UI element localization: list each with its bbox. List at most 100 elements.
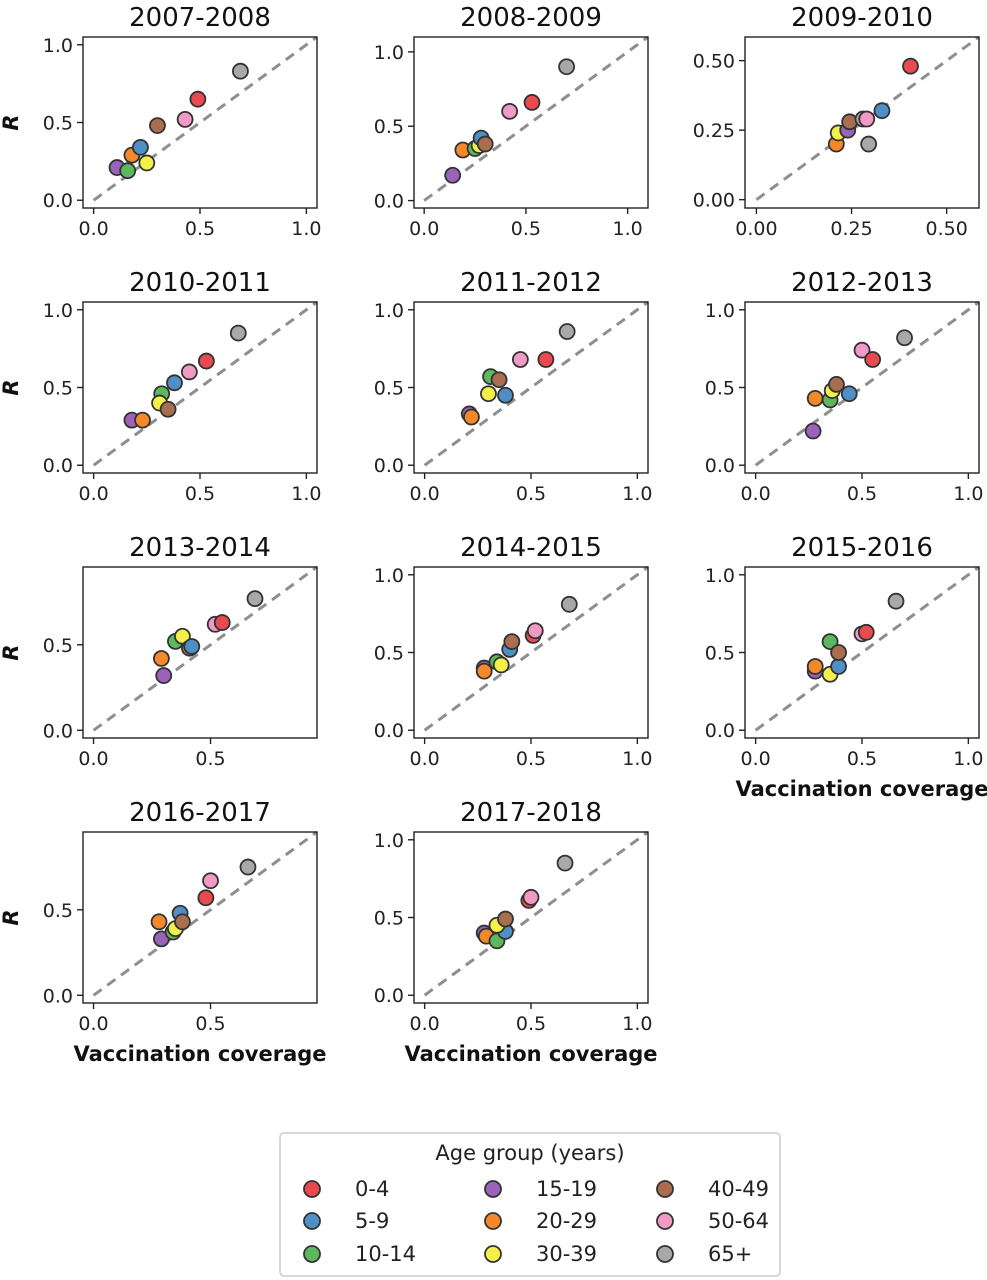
panel-6-point-5-9 (183, 638, 201, 655)
panel-6-xtick-label: 0.5 (195, 748, 225, 770)
panel-9-point-0-4 (197, 889, 215, 907)
panel-2-point-40-49 (841, 113, 859, 131)
panel-0-ytick-label: 0.5 (43, 113, 73, 135)
panel-6-ytick-label: 0.0 (43, 720, 73, 742)
panel-4-point-20-29 (463, 408, 480, 426)
panel-0-xtick-label: 0.0 (79, 218, 109, 240)
panel-10-xtick-label: 0.5 (516, 1013, 546, 1035)
panel-5: 2012-2013 0.0 0.5 1.0 0.0 0.5 1.0 (705, 268, 984, 505)
panel-9-axes-frame (82, 831, 318, 1004)
panel-4-xtick-label: 0.5 (516, 483, 546, 505)
panel-2-title: 2009-2010 (791, 3, 933, 33)
legend-marker (656, 1212, 674, 1230)
panel-8-xtick-label: 0.0 (741, 748, 771, 770)
legend-label: 40-49 (708, 1177, 769, 1201)
panel-8-point-0-4 (857, 623, 875, 641)
panel-1-xtick-label: 0.5 (511, 218, 541, 240)
panel-3-ytick-label: 0.0 (43, 455, 73, 477)
panel-9-point-50-64 (202, 872, 219, 890)
legend-marker (303, 1180, 321, 1198)
panel-10: 2017-2018 0.0 0.5 1.0 0.0 0.5 1.0 Vaccination c… (374, 798, 658, 1066)
panel-6-point-65+ (246, 590, 264, 608)
panels-group: 2007-2008 0.0 0.5 1.0 0.0 0.5 1.0 R 2008-2009 0.0… (0, 3, 987, 1066)
panel-1-axes-frame (413, 36, 649, 209)
panel-9-ytick-label: 0.0 (43, 985, 73, 1007)
panel-3-xtick-label: 1.0 (291, 483, 321, 505)
panel-2-ytick-label: 0.25 (693, 120, 735, 142)
panel-1-xtick-label: 1.0 (613, 218, 643, 240)
panel-3-point-40-49 (159, 400, 177, 418)
panel-4-identity-line (423, 300, 649, 467)
panel-6-ytick-label: 0.5 (43, 635, 73, 657)
panel-5-ytick-label: 0.0 (705, 455, 735, 477)
panel-7: 2014-2015 0.0 0.5 1.0 0.0 0.5 1.0 (374, 533, 653, 770)
panel-8: 2015-2016 0.0 0.5 1.0 0.0 0.5 1.0 Vaccination c… (705, 533, 987, 801)
panel-7-point-20-29 (475, 662, 493, 680)
panel-10-point-65+ (556, 854, 574, 872)
legend-item-40-49: 40-49 (656, 1177, 769, 1201)
panel-3-point-0-4 (197, 352, 215, 370)
panel-4-ytick-label: 0.5 (374, 378, 404, 400)
legend-marker (656, 1245, 674, 1263)
panel-7-xtick-label: 0.5 (516, 748, 546, 770)
panel-3-xtick-label: 0.0 (79, 483, 109, 505)
legend-label: 10-14 (355, 1242, 416, 1266)
legend-label: 30-39 (536, 1242, 597, 1266)
panel-10-point-50-64 (522, 888, 540, 906)
legend-item-65+: 65+ (656, 1242, 752, 1266)
panel-5-point-20-29 (806, 389, 824, 407)
panel-3-ytick-label: 0.5 (43, 378, 73, 400)
legend-label: 65+ (708, 1242, 752, 1266)
panel-1: 2008-2009 0.0 0.5 1.0 0.0 0.5 1.0 (374, 3, 649, 240)
panel-5-ytick-label: 1.0 (705, 300, 735, 322)
panel-0-point-65+ (232, 62, 249, 80)
panel-10-ytick-label: 1.0 (374, 830, 404, 852)
panel-7-ytick-label: 0.5 (374, 643, 404, 665)
panel-7-xtick-label: 0.0 (410, 748, 440, 770)
panel-10-title: 2017-2018 (460, 798, 602, 828)
panel-8-xlabel: Vaccination coverage (735, 777, 987, 801)
panel-9: 2016-2017 0.0 0.5 0.0 0.5 R Vaccination covera… (0, 798, 327, 1066)
panel-2-point-0-4 (902, 57, 919, 75)
panel-0-ylabel: R (0, 114, 23, 130)
legend: Age group (years) 0-4 5-9 10-14 15-19 20-29 3… (279, 1132, 781, 1277)
panel-5-ytick-label: 0.5 (705, 378, 735, 400)
panel-8-xtick-label: 0.5 (847, 748, 877, 770)
legend-marker (484, 1245, 502, 1263)
legend-label: 5-9 (355, 1209, 389, 1233)
panel-2-xtick-label: 0.00 (735, 218, 777, 240)
panel-4-point-0-4 (537, 351, 555, 368)
panel-7-ytick-label: 1.0 (374, 565, 404, 587)
legend-items: 0-4 5-9 10-14 15-19 20-29 30-39 40-49 50-64 65+ (303, 1177, 769, 1266)
panel-7-point-30-39 (492, 656, 510, 674)
panel-10-identity-line (423, 830, 649, 997)
panel-9-ytick-label: 0.5 (43, 900, 73, 922)
panel-6: 2013-2014 0.0 0.5 0.0 0.5 R (0, 533, 318, 770)
panel-1-point-15-19 (444, 166, 462, 184)
panel-9-identity-line (92, 830, 318, 997)
panel-8-point-5-9 (830, 658, 847, 675)
panel-10-xtick-label: 1.0 (622, 1013, 652, 1035)
panel-0-point-0-4 (189, 90, 207, 108)
panel-5-title: 2012-2013 (791, 268, 933, 298)
panel-10-xlabel: Vaccination coverage (404, 1042, 657, 1066)
panel-1-point-40-49 (476, 135, 494, 153)
legend-item-0-4: 0-4 (303, 1177, 389, 1201)
panel-4-point-50-64 (511, 351, 529, 368)
panel-10-ytick-label: 0.5 (374, 908, 404, 930)
panel-2: 2009-2010 0.00 0.25 0.50 0.00 0.25 0.50 (693, 3, 980, 240)
panel-4-axes-frame (413, 301, 649, 474)
panel-8-point-20-29 (806, 658, 824, 675)
panel-10-ytick-label: 0.0 (374, 985, 404, 1007)
panel-8-point-10-14 (821, 633, 839, 651)
panel-1-point-50-64 (501, 102, 519, 120)
panel-5-point-5-9 (840, 385, 858, 403)
legend-item-5-9: 5-9 (303, 1209, 389, 1233)
panel-8-ytick-label: 0.0 (705, 720, 735, 742)
panel-5-axes-frame (744, 301, 980, 474)
panel-7-point-65+ (560, 595, 578, 613)
panel-2-xtick-label: 0.50 (926, 218, 968, 240)
panel-9-point-65+ (239, 858, 257, 876)
legend-item-50-64: 50-64 (656, 1209, 769, 1233)
